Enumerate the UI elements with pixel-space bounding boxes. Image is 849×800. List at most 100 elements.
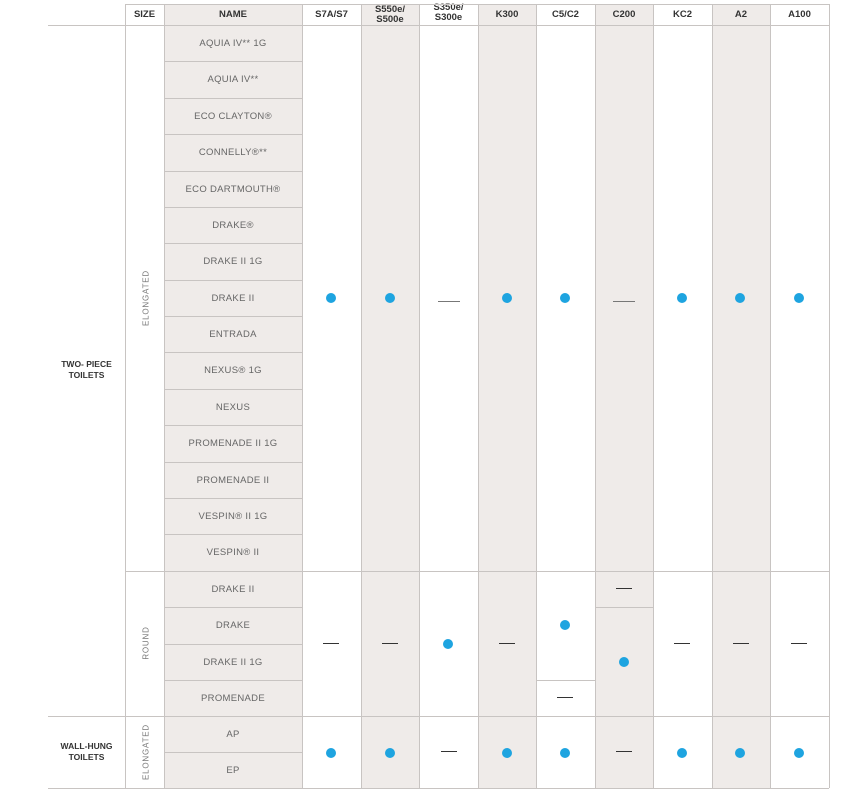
row-separator (164, 644, 302, 645)
size-label-elongated: ELONGATED (141, 270, 151, 326)
name-cell: VESPIN® II (206, 547, 260, 558)
name-cell: AQUIA IV** 1G (199, 37, 267, 49)
column-border (536, 4, 537, 788)
name-cell: NEXUS® 1G (204, 365, 262, 376)
compatible-dot (560, 293, 570, 303)
compatible-dot (560, 620, 570, 630)
header-bottom-border (48, 25, 829, 26)
not-compatible-dash (382, 643, 398, 644)
table-bottom-border (48, 788, 829, 789)
compatible-dot (794, 293, 804, 303)
column-border (712, 4, 713, 788)
row-separator (164, 171, 302, 172)
k300-column-bg (478, 4, 536, 788)
compatible-dot (502, 748, 512, 758)
name-cell: ECO DARTMOUTH® (185, 183, 281, 195)
name-cell: VESPIN® II 1G (198, 510, 268, 522)
row-separator (164, 607, 302, 608)
header-s7a-s7: S7A/S7 (315, 8, 348, 20)
header-name: NAME (219, 8, 247, 20)
c5-c2-split-border (536, 680, 595, 681)
compatible-dot (443, 639, 453, 649)
column-border (829, 4, 830, 788)
row-separator (164, 534, 302, 535)
compatible-dot (619, 657, 629, 667)
compatible-dot (735, 748, 745, 758)
s550e-column-bg (361, 4, 419, 788)
name-cell: CONNELLY®** (198, 147, 268, 158)
a2-column-bg (712, 4, 770, 788)
row-separator (164, 752, 302, 753)
name-cell: PROMENADE II (196, 474, 270, 486)
row-separator (164, 280, 302, 281)
not-compatible-dash (441, 751, 457, 752)
name-cell: DRAKE II (211, 583, 255, 595)
not-compatible-dash (733, 643, 749, 644)
not-compatible-dash (616, 588, 632, 589)
not-compatible-dash (557, 697, 573, 698)
compatible-dot (677, 293, 687, 303)
header-c5-c2: C5/C2 (552, 8, 579, 20)
column-border (125, 4, 126, 788)
size-label-round: ROUND (141, 626, 151, 660)
not-compatible-dash (674, 643, 690, 644)
row-separator (164, 134, 302, 135)
row-separator (164, 498, 302, 499)
header-a2: A2 (734, 8, 748, 20)
not-compatible-dash (613, 301, 635, 302)
header-size: SIZE (133, 8, 156, 20)
column-border (361, 4, 362, 788)
header-a100: A100 (788, 8, 811, 20)
header-kc2: KC2 (672, 8, 692, 20)
not-compatible-dash (616, 751, 632, 752)
name-cell: DRAKE (215, 620, 251, 631)
name-cell: DRAKE II 1G (203, 656, 263, 668)
row-separator (164, 680, 302, 681)
header-s550e-s500e: S550e/ S500e (374, 3, 406, 25)
row-separator (164, 316, 302, 317)
name-cell: AQUIA IV** (207, 74, 259, 85)
compatible-dot (385, 293, 395, 303)
not-compatible-dash (323, 643, 339, 644)
compatible-dot (677, 748, 687, 758)
header-k300: K300 (495, 8, 519, 20)
table-top-border (125, 4, 829, 5)
group-label-wall-hung: WALL-HUNG TOILETS (60, 741, 113, 762)
name-cell: ECO CLAYTON® (194, 110, 272, 122)
compatible-dot (502, 293, 512, 303)
not-compatible-dash (438, 301, 460, 302)
row-separator (164, 243, 302, 244)
compatible-dot (560, 748, 570, 758)
column-border (164, 4, 165, 788)
row-separator (164, 207, 302, 208)
compatible-dot (326, 293, 336, 303)
row-separator (164, 425, 302, 426)
name-cell: DRAKE II 1G (203, 256, 263, 267)
row-separator (164, 352, 302, 353)
name-cell: NEXUS (215, 401, 251, 413)
not-compatible-dash (499, 643, 515, 644)
column-border (419, 4, 420, 788)
column-border (595, 4, 596, 788)
row-separator (164, 462, 302, 463)
c200-column-bg (595, 4, 653, 788)
row-separator (164, 98, 302, 99)
name-cell: DRAKE® (212, 219, 254, 231)
name-cell: AP (226, 728, 240, 740)
round-section-top-border (125, 571, 829, 572)
compatible-dot (385, 748, 395, 758)
name-cell: EP (226, 764, 240, 776)
compatible-dot (326, 748, 336, 758)
column-border (770, 4, 771, 788)
compatible-dot (735, 293, 745, 303)
group-label-two-piece: TWO- PIECE TOILETS (61, 359, 112, 380)
not-compatible-dash (791, 643, 807, 644)
name-cell: PROMENADE (201, 692, 265, 704)
c200-split-border (595, 607, 653, 608)
name-cell: DRAKE II (211, 292, 255, 304)
wall-hung-section-top-border (48, 716, 829, 717)
size-label-elongated-wall-hung: ELONGATED (141, 724, 151, 780)
column-border (478, 4, 479, 788)
name-cell: PROMENADE II 1G (188, 438, 278, 449)
header-s350e-s300e: S350e/ S300e (433, 1, 464, 23)
